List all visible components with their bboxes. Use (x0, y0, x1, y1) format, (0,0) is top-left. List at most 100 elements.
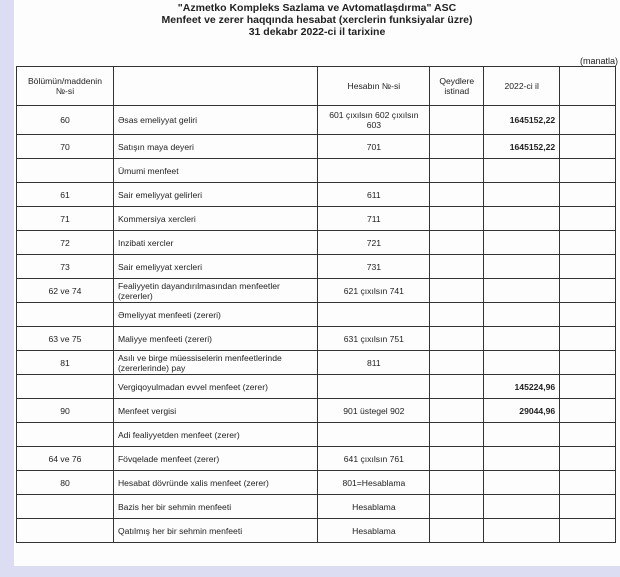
row-extra (559, 494, 616, 519)
column-header: Hesabın №-si (317, 66, 431, 106)
table-row: Ümumi menfeet (16, 158, 616, 183)
row-extra (559, 206, 616, 231)
table-row: 90 Menfeet vergisi 901 üstegel 902 29044,96 (16, 398, 616, 423)
row-number (16, 518, 114, 543)
row-value (483, 494, 561, 519)
table-row: 63 ve 75 Maliyye menfeeti (zereri) 631 çıx… (16, 326, 616, 351)
row-item: Maliyye menfeeti (zereri) (112, 326, 319, 351)
table-row: Adi fealiyyetden menfeet (zerer) (16, 422, 616, 447)
row-extra (559, 278, 616, 303)
row-extra (559, 134, 616, 159)
row-item: Vergiqoyulmadan evvel menfeet (zerer) (112, 374, 319, 399)
table-row: 81 Asılı ve birge müessiselerin menfeetle… (16, 350, 616, 375)
row-note (429, 470, 485, 495)
row-note (429, 302, 485, 327)
row-extra (559, 158, 616, 183)
row-item: Hesabat dövründe xalis menfeet (zerer) (112, 470, 319, 495)
row-value: 145224,96 (483, 374, 561, 399)
table-row: Bazis her bir sehmin menfeeti Hesablama (16, 494, 616, 519)
row-item: Menfeet vergisi (112, 398, 319, 423)
row-extra (559, 470, 616, 495)
column-header: Qeydlere istinad (429, 66, 485, 106)
row-account: Hesablama (317, 518, 431, 543)
row-number: 73 (16, 254, 114, 279)
row-number (16, 422, 114, 447)
currency-unit: (manatla) (579, 56, 618, 66)
row-number (16, 374, 114, 399)
row-item: Inzibati xercler (112, 230, 319, 255)
row-number (16, 158, 114, 183)
row-number: 71 (16, 206, 114, 231)
table-row: 80 Hesabat dövründe xalis menfeet (zerer)… (16, 470, 616, 495)
table-row: 64 ve 76 Fövqelade menfeet (zerer) 641 çıx… (16, 446, 616, 471)
table-row: 60 Əsas emeliyyat geliri 601 çıxılsın 602 … (16, 105, 616, 135)
row-value (483, 350, 561, 375)
row-item: Sair emeliyyat xercleri (112, 254, 319, 279)
row-value (483, 278, 561, 303)
document-page: "Azmetko Kompleks Sazlama ve Avtomatlaşd… (14, 0, 620, 566)
table-row: Vergiqoyulmadan evvel menfeet (zerer) 145… (16, 374, 616, 399)
row-extra (559, 518, 616, 543)
report-title: Menfeet ve zerer haqqında hesabat (xercl… (161, 14, 473, 26)
row-extra (559, 398, 616, 423)
company-title: "Azmetko Kompleks Sazlama ve Avtomatlaşd… (177, 2, 457, 14)
row-item: Bazis her bir sehmin menfeeti (112, 494, 319, 519)
row-value (483, 326, 561, 351)
row-extra (559, 374, 616, 399)
row-item: Kommersiya xercleri (112, 206, 319, 231)
column-header: Bölümün/maddenin №-si (16, 66, 114, 106)
row-item: Adi fealiyyetden menfeet (zerer) (112, 422, 319, 447)
row-note (429, 422, 485, 447)
row-number: 81 (16, 350, 114, 375)
row-number (16, 302, 114, 327)
row-number: 70 (16, 134, 114, 159)
row-item: Asılı ve birge müessiselerin menfeetleri… (112, 350, 319, 375)
row-extra (559, 230, 616, 255)
table-row: 72 Inzibati xercler 721 (16, 230, 616, 255)
row-extra (559, 422, 616, 447)
row-value (483, 254, 561, 279)
row-note (429, 105, 485, 135)
row-value (483, 230, 561, 255)
row-item: Qatılmış her bir sehmin menfeeti (112, 518, 319, 543)
row-number: 90 (16, 398, 114, 423)
table-row: 73 Sair emeliyyat xercleri 731 (16, 254, 616, 279)
row-note (429, 326, 485, 351)
row-account: 721 (317, 230, 431, 255)
row-value (483, 206, 561, 231)
column-header: 2022-ci il (483, 66, 561, 106)
row-account (317, 374, 431, 399)
row-item: Sair emeliyyat gelirleri (112, 182, 319, 207)
row-account (317, 158, 431, 183)
row-value: 1645152,22 (483, 105, 561, 135)
row-value (483, 302, 561, 327)
row-item: Əmeliyyat menfeeti (zereri) (112, 302, 319, 327)
row-number: 60 (16, 105, 114, 135)
row-extra (559, 254, 616, 279)
row-number: 72 (16, 230, 114, 255)
row-extra (559, 350, 616, 375)
row-note (429, 374, 485, 399)
row-note (429, 206, 485, 231)
row-extra (559, 105, 616, 135)
row-number (16, 494, 114, 519)
row-extra (559, 302, 616, 327)
row-value (483, 518, 561, 543)
row-account: 601 çıxılsın 602 çıxılsın 603 (317, 105, 431, 135)
column-header (112, 66, 319, 106)
row-item: Fealiyyetin dayandırılmasından menfeetle… (112, 278, 319, 303)
row-note (429, 494, 485, 519)
row-extra (559, 182, 616, 207)
row-extra (559, 326, 616, 351)
row-account: 731 (317, 254, 431, 279)
row-account: 631 çıxılsın 751 (317, 326, 431, 351)
row-account: 711 (317, 206, 431, 231)
row-number: 80 (16, 470, 114, 495)
table-row: Qatılmış her bir sehmin menfeeti Hesablam… (16, 518, 616, 543)
row-account: 701 (317, 134, 431, 159)
table-row: 61 Sair emeliyyat gelirleri 611 (16, 182, 616, 207)
row-account: 611 (317, 182, 431, 207)
row-item: Fövqelade menfeet (zerer) (112, 446, 319, 471)
table-row: 70 Satışın maya deyeri 701 1645152,22 (16, 134, 616, 159)
column-header (559, 66, 616, 106)
